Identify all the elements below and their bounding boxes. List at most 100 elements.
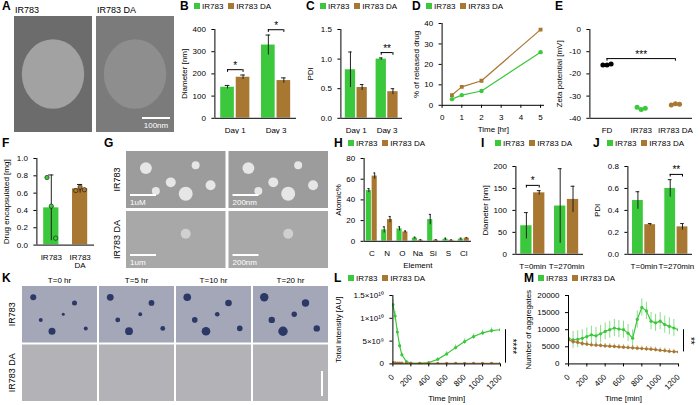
svg-text:2: 2	[479, 113, 484, 122]
svg-text:Drug encapsulated [mg]: Drug encapsulated [mg]	[2, 159, 11, 244]
svg-text:5000: 5000	[542, 342, 560, 351]
svg-text:200: 200	[494, 162, 508, 171]
svg-text:0.8: 0.8	[608, 162, 620, 171]
svg-text:100: 100	[193, 92, 207, 101]
svg-text:IR783: IR783	[41, 253, 63, 262]
svg-text:3: 3	[499, 113, 504, 122]
svg-text:T=270min: T=270min	[658, 262, 694, 270]
svg-text:T=20 hr: T=20 hr	[277, 276, 305, 285]
svg-text:Day 1: Day 1	[225, 126, 246, 134]
svg-text:T=10 hr: T=10 hr	[200, 276, 228, 285]
svg-text:200nm: 200nm	[233, 198, 258, 207]
svg-text:0: 0	[387, 372, 397, 382]
svg-text:0: 0	[576, 25, 581, 34]
svg-text:*: *	[233, 60, 237, 71]
svg-text:IR783: IR783	[112, 167, 122, 191]
svg-text:5×10⁹: 5×10⁹	[362, 337, 383, 346]
svg-text:Zeta potential [mV]: Zeta potential [mV]	[555, 40, 564, 107]
svg-text:C: C	[369, 249, 375, 258]
svg-text:0.0: 0.0	[17, 241, 29, 250]
svg-text:0: 0	[555, 359, 560, 368]
svg-text:1200: 1200	[663, 372, 682, 391]
svg-text:N: N	[384, 249, 390, 258]
svg-text:0: 0	[502, 250, 507, 259]
svg-text:-40: -40	[569, 114, 581, 123]
svg-text:PDI: PDI	[593, 204, 602, 217]
svg-text:Diameter [nm]: Diameter [nm]	[481, 185, 490, 235]
svg-text:1.5×10¹⁰: 1.5×10¹⁰	[354, 291, 384, 300]
svg-text:200: 200	[398, 372, 414, 388]
svg-text:40: 40	[346, 195, 355, 204]
svg-text:O: O	[399, 249, 405, 258]
svg-text:IR783: IR783	[631, 126, 653, 134]
svg-text:IR783 DA: IR783 DA	[658, 126, 693, 134]
svg-text:Element: Element	[403, 261, 433, 270]
svg-text:300: 300	[193, 47, 207, 56]
svg-text:15000: 15000	[537, 308, 560, 317]
svg-text:**: **	[685, 337, 696, 345]
svg-text:1×10¹⁰: 1×10¹⁰	[360, 314, 384, 323]
svg-text:0.8: 0.8	[17, 171, 29, 180]
svg-text:0.6: 0.6	[17, 189, 29, 198]
svg-text:60: 60	[346, 175, 355, 184]
svg-text:***: ***	[635, 49, 647, 60]
svg-text:*: *	[531, 175, 535, 186]
svg-text:0.0: 0.0	[608, 250, 620, 259]
svg-text:IR783 DA: IR783 DA	[112, 220, 122, 259]
svg-text:0: 0	[429, 101, 434, 110]
svg-text:0: 0	[562, 372, 572, 382]
svg-text:20: 20	[346, 216, 355, 225]
svg-text:80: 80	[346, 154, 355, 163]
svg-text:400: 400	[193, 25, 207, 34]
svg-text:-30: -30	[569, 92, 581, 101]
svg-text:1.5: 1.5	[321, 25, 333, 34]
svg-text:T=0 hr: T=0 hr	[48, 276, 72, 285]
svg-text:Number of aggregates: Number of aggregates	[524, 290, 533, 370]
svg-text:0.2: 0.2	[608, 228, 620, 237]
svg-text:800: 800	[629, 372, 645, 388]
svg-text:IR783DA: IR783DA	[69, 253, 91, 270]
svg-text:200: 200	[193, 69, 207, 78]
svg-text:20000: 20000	[537, 291, 560, 300]
svg-text:150: 150	[494, 184, 508, 193]
svg-text:T=270min: T=270min	[549, 262, 585, 270]
svg-text:T=0min: T=0min	[631, 262, 658, 270]
svg-text:50: 50	[498, 228, 507, 237]
svg-text:1200: 1200	[485, 372, 504, 391]
svg-text:IR783 DA: IR783 DA	[7, 353, 17, 392]
svg-text:Si: Si	[430, 249, 437, 258]
svg-text:1.0: 1.0	[321, 55, 333, 64]
svg-text:1um: 1um	[130, 258, 146, 267]
svg-text:Diameter [nm]: Diameter [nm]	[180, 49, 189, 99]
svg-text:0: 0	[379, 359, 384, 368]
svg-text:Day 3: Day 3	[377, 126, 398, 134]
svg-text:30: 30	[424, 40, 433, 49]
svg-text:0: 0	[351, 237, 356, 246]
svg-text:1: 1	[460, 113, 465, 122]
svg-text:Time [hr]: Time [hr]	[478, 125, 509, 134]
svg-text:IR783: IR783	[7, 302, 17, 326]
svg-text:1000: 1000	[467, 372, 486, 391]
svg-text:*: *	[274, 20, 278, 31]
svg-text:IR783: IR783	[15, 5, 39, 15]
svg-text:****: ****	[507, 339, 518, 355]
svg-text:FD: FD	[602, 126, 613, 134]
svg-text:4: 4	[519, 113, 524, 122]
svg-text:5: 5	[538, 113, 543, 122]
svg-text:400: 400	[593, 372, 609, 388]
svg-text:20: 20	[424, 60, 433, 69]
svg-text:% of released drug: % of released drug	[412, 31, 421, 98]
svg-text:Time [min]: Time [min]	[605, 394, 642, 403]
svg-text:800: 800	[452, 372, 468, 388]
svg-text:-20: -20	[569, 69, 581, 78]
svg-text:**: **	[672, 164, 680, 175]
svg-text:1000: 1000	[644, 372, 663, 391]
svg-text:T=0min: T=0min	[519, 262, 546, 270]
svg-text:0.4: 0.4	[17, 206, 29, 215]
svg-text:200: 200	[574, 372, 590, 388]
svg-text:PDI: PDI	[306, 67, 315, 80]
svg-text:1uM: 1uM	[130, 198, 146, 207]
svg-text:**: **	[383, 43, 391, 54]
svg-text:0: 0	[440, 113, 445, 122]
svg-text:0.5: 0.5	[321, 84, 333, 93]
